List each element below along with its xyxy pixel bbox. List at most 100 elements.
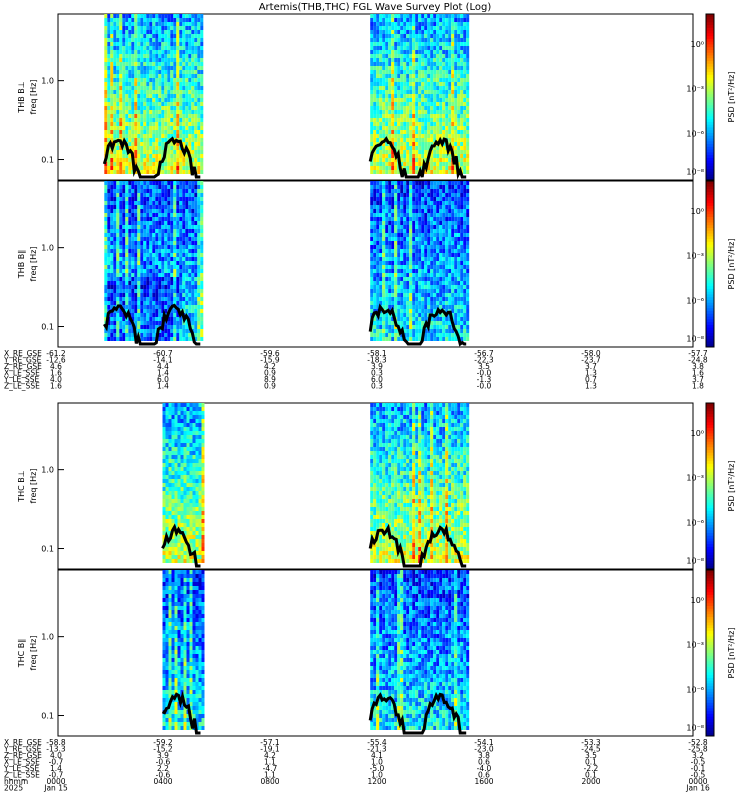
ephem-value: -19.1: [260, 745, 280, 754]
colorbar-tick-label: 10⁰: [691, 429, 704, 438]
ephem-value: -57.7: [688, 349, 708, 358]
ephem-row-label: Y_RE_GSE: [3, 356, 42, 365]
ephem-value: 0.7: [585, 375, 597, 384]
ephem-value: -23.7: [581, 356, 601, 365]
colorbar-label: PSD [nT²/Hz]: [727, 239, 736, 290]
ephem-row-label: hhmm: [4, 777, 28, 786]
ephem-value: 3.8: [478, 751, 490, 760]
panel-1: 1.0 0.1 THB B⊥ freq [Hz]: [17, 13, 694, 181]
ephem-value: 1200: [367, 777, 386, 786]
power-trace: [102, 136, 201, 179]
panel-4: 1.0 0.1 THC B∥ freq [Hz]: [17, 569, 694, 737]
ephem-value: 4.6: [50, 362, 62, 371]
ephem-value: 1.1: [264, 758, 276, 767]
ephemeris-top: X_RE_GSEY_RE_GSEZ_RE_GSEX_LE_SSEY_LE_SSE…: [3, 349, 708, 391]
ephem-value: 8.9: [264, 375, 276, 384]
colorbar-tick-label: 10⁻⁶: [686, 130, 704, 139]
ephem-value: 1.3: [585, 369, 597, 378]
panel-label: THB B⊥: [17, 81, 26, 113]
ephem-value: 3.9: [157, 751, 169, 760]
ephem-value: -13.3: [46, 745, 66, 754]
axis-label-freq: freq [Hz]: [29, 636, 38, 671]
ytick-label: 0.1: [41, 156, 54, 165]
ephem-value: 4.4: [157, 362, 169, 371]
ephem-value: -0.0: [477, 382, 492, 391]
ephem-value: 0.3: [371, 382, 383, 391]
ephem-value: 3.8: [692, 362, 704, 371]
ephem-row-label: X_RE_GSE: [4, 349, 42, 358]
ephem-value: 0000: [688, 777, 707, 786]
ephem-value: -14.1: [153, 356, 173, 365]
ephem-value: -24.8: [688, 356, 708, 365]
ephem-value: 3.5: [478, 362, 490, 371]
spectrogram-cells: [162, 403, 470, 563]
ytick-label: 1.0: [41, 77, 54, 86]
power-trace: [161, 690, 201, 735]
ephem-value: 0800: [260, 777, 279, 786]
ephem-row-label: Y_RE_GSE: [3, 745, 42, 754]
colorbar-tick-label: 10⁰: [691, 40, 704, 49]
ephem-row-label: Z_RE_GSE: [4, 362, 42, 371]
ephem-value: 1.8: [692, 382, 704, 391]
colorbar-tick-label: 10⁻³: [686, 474, 704, 483]
ephem-value: 4.0: [50, 751, 62, 760]
power-trace: [161, 523, 201, 568]
ephem-value: -52.8: [688, 738, 708, 747]
power-trace: [103, 303, 201, 346]
ytick-label: 0.1: [41, 545, 54, 554]
ephem-row-label: Y_LE_SSE: [3, 375, 40, 384]
colorbar-tick-label: 10⁰: [691, 207, 704, 216]
power-trace: [368, 691, 467, 735]
ephem-value: -12.6: [46, 356, 66, 365]
ephem-value: 0.9: [264, 369, 276, 378]
spectrogram-cells: [162, 570, 470, 730]
ephem-value: 1.1: [264, 771, 276, 780]
ephem-value: -25.8: [688, 745, 708, 754]
colorbar-label: PSD [nT²/Hz]: [727, 628, 736, 679]
ephem-row-label: Z_LE_SSE: [4, 771, 40, 780]
ephem-value: 1.4: [157, 369, 169, 378]
colorbar-tick-label: 10⁻³: [686, 641, 704, 650]
colorbar-tick-label: 10⁻⁸: [686, 335, 704, 344]
ephem-value: -58.1: [367, 349, 387, 358]
ephem-row-label: Z_LE_SSE: [4, 382, 40, 391]
power-trace: [368, 303, 467, 347]
ephem-row-label: Z_RE_GSE: [4, 751, 42, 760]
ephem-value: -23.0: [474, 745, 494, 754]
ephem-value: -53.3: [581, 738, 601, 747]
ephem-value: 1.3: [585, 382, 597, 391]
panel-label: THC B⊥: [17, 470, 26, 503]
ephem-value: 0000: [46, 777, 65, 786]
ephem-value: 4.2: [264, 362, 276, 371]
ephem-value: -1.3: [477, 375, 492, 384]
ephem-value: 3.5: [585, 751, 597, 760]
ephem-value: -61.2: [46, 349, 66, 358]
ephem-value: 0.1: [585, 771, 597, 780]
power-trace: [368, 523, 467, 568]
ephem-value: 3.7: [692, 375, 704, 384]
ephem-value: -0.5: [691, 758, 706, 767]
ephem-value: -58.8: [46, 738, 66, 747]
ephem-value: -0.6: [156, 758, 171, 767]
ephem-value: 0400: [153, 777, 172, 786]
ephemeris-bottom: X_RE_GSEY_RE_GSEZ_RE_GSEX_LE_SSEY_LE_SSE…: [3, 738, 710, 793]
ytick-label: 1.0: [41, 633, 54, 642]
colorbar-tick-label: 10⁻³: [686, 85, 704, 94]
chart-title: Artemis(THB,THC) FGL Wave Survey Plot (L…: [259, 2, 492, 13]
ephem-value: -24.5: [581, 745, 601, 754]
ephem-value: 1600: [474, 777, 493, 786]
ephem-value: 0.3: [371, 369, 383, 378]
colorbar-tick-label: 10⁻³: [686, 252, 704, 261]
ephem-value: -15.9: [260, 356, 280, 365]
ephem-value: -15.2: [153, 745, 173, 754]
colorbar-tick-label: 10⁻⁶: [686, 297, 704, 306]
power-trace: [368, 136, 467, 180]
ephem-value: 1.0: [371, 758, 383, 767]
ephem-value: -59.2: [153, 738, 173, 747]
ephem-value: 6.0: [371, 375, 383, 384]
ephem-value: Jan 15: [43, 784, 68, 793]
axis-label-freq: freq [Hz]: [29, 469, 38, 504]
ephem-value: 4.0: [50, 375, 62, 384]
ephem-value: -4.7: [263, 764, 278, 773]
